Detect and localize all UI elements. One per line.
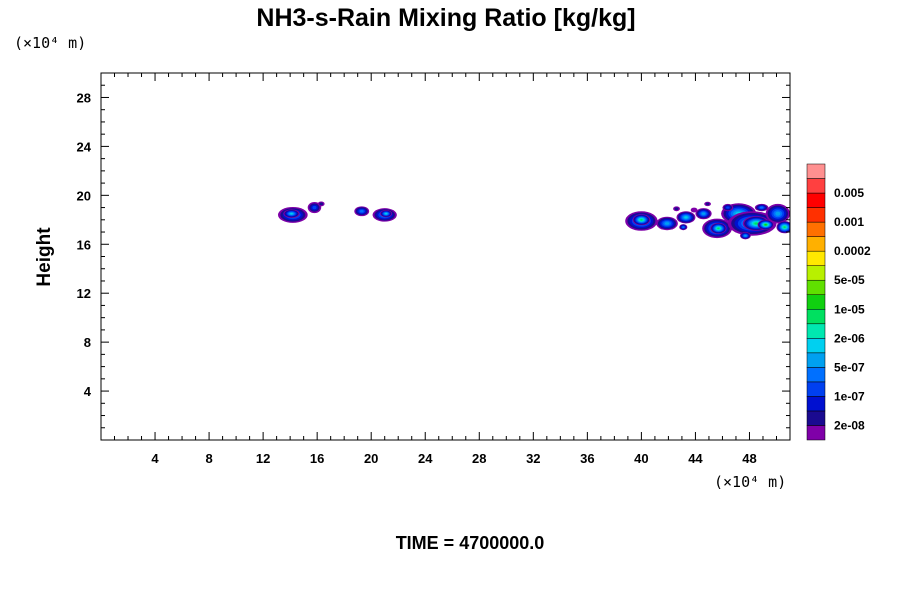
x-tick-label: 12 (256, 451, 270, 466)
colorbar-swatch (806, 207, 826, 223)
y-tick-label: 8 (84, 335, 91, 350)
colorbar-swatch (806, 410, 826, 426)
colorbar-swatch (806, 381, 826, 397)
y-tick-label: 20 (77, 188, 91, 203)
x-unit-label: (×10⁴ m) (714, 473, 786, 491)
colorbar-label: 2e-08 (834, 418, 865, 432)
colorbar-swatch (806, 425, 826, 441)
contour-region (319, 202, 324, 206)
colorbar-swatch (806, 279, 826, 295)
colorbar-label: 0.005 (834, 186, 864, 200)
contour-region (759, 206, 764, 209)
x-tick-label: 28 (472, 451, 486, 466)
x-tick-label: 32 (526, 451, 540, 466)
contour-region (701, 212, 706, 215)
colorbar-swatch (806, 294, 826, 310)
contour-region (684, 216, 688, 219)
contour-region (312, 205, 317, 210)
x-tick-label: 4 (151, 451, 159, 466)
contour-region (640, 219, 643, 221)
x-tick-label: 20 (364, 451, 378, 466)
contour-region (783, 226, 786, 228)
colorbar-swatch (806, 323, 826, 339)
colorbar-swatch (806, 352, 826, 368)
field-contours (277, 201, 790, 240)
colorbar-swatch (806, 236, 826, 252)
y-axis: 4 8 12 16 20 24 28 (77, 84, 790, 429)
contour-region (717, 227, 720, 230)
contour-region (690, 207, 698, 213)
time-label: TIME = 4700000.0 (396, 533, 545, 553)
colorbar-label: 1e-07 (834, 389, 865, 403)
y-tick-label: 24 (77, 139, 92, 154)
chart-title: NH3-s-Rain Mixing Ratio [kg/kg] (256, 4, 635, 32)
x-tick-label: 16 (310, 451, 324, 466)
x-tick-label: 24 (418, 451, 433, 466)
x-tick-label: 40 (634, 451, 648, 466)
x-tick-label: 48 (742, 451, 756, 466)
contour-region (744, 234, 747, 237)
colorbar: 2e-08 1e-07 5e-07 2e-06 1e-05 5e-05 0.0002 0.00… (806, 163, 871, 441)
colorbar-swatch (806, 221, 826, 237)
contour-region (764, 223, 767, 226)
colorbar-swatch (806, 178, 826, 194)
y-tick-label: 28 (77, 90, 91, 105)
y-axis-label: Height (34, 227, 55, 287)
y-unit-label: (×10⁴ m) (14, 34, 86, 52)
x-tick-label: 36 (580, 451, 594, 466)
y-tick-label: 4 (84, 384, 92, 399)
contour-region (682, 226, 685, 228)
contour-region (384, 212, 388, 215)
contour-region (664, 222, 670, 225)
colorbar-swatch (806, 192, 826, 208)
contour-region (674, 207, 679, 211)
y-tick-label: 12 (77, 286, 91, 301)
colorbar-label: 2e-06 (834, 331, 865, 345)
colorbar-swatch (806, 309, 826, 325)
x-axis: 4 8 12 16 20 24 28 32 36 40 44 48 (114, 73, 777, 466)
colorbar-label: 5e-07 (834, 360, 865, 374)
colorbar-label: 0.001 (834, 215, 864, 229)
contour-region (775, 211, 781, 216)
contour-region (726, 206, 730, 209)
colorbar-swatch (806, 338, 826, 354)
colorbar-swatch (806, 250, 826, 266)
y-tick-label: 16 (77, 237, 91, 252)
colorbar-swatch (806, 396, 826, 412)
x-tick-label: 44 (688, 451, 703, 466)
colorbar-swatch (806, 367, 826, 383)
colorbar-label: 5e-05 (834, 273, 865, 287)
colorbar-label: 1e-05 (834, 302, 865, 316)
contour-region (705, 202, 710, 206)
x-tick-label: 8 (205, 451, 212, 466)
colorbar-label: 0.0002 (834, 244, 871, 258)
contour-region (290, 212, 293, 215)
colorbar-swatch (806, 265, 826, 281)
colorbar-swatch (806, 163, 826, 179)
plot-frame (100, 72, 791, 441)
contour-region (754, 222, 759, 225)
contour-region (359, 210, 364, 213)
